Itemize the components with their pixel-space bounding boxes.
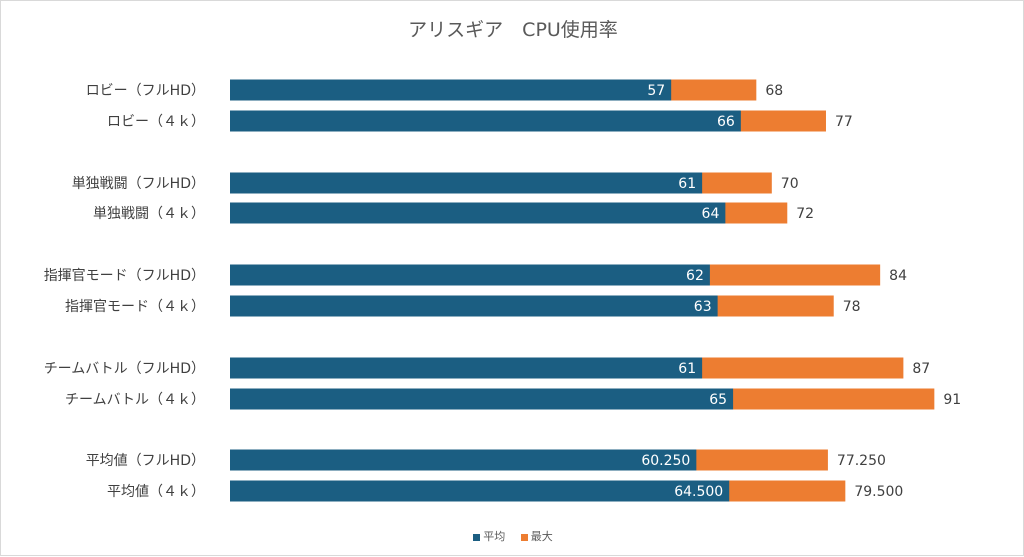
data-label-max: 78 — [843, 299, 861, 315]
data-label-average: 57 — [647, 83, 665, 99]
legend-label-average: 平均 — [483, 530, 506, 543]
legend-swatch-max — [520, 533, 528, 541]
bar-average — [230, 79, 672, 101]
category-label: 指揮官モード（４ｋ） — [65, 299, 205, 315]
data-label-max: 70 — [781, 176, 799, 192]
legend-label-max: 最大 — [530, 530, 553, 543]
category-label: 平均値（フルHD） — [86, 453, 205, 469]
data-label-average: 61 — [678, 176, 696, 192]
legend-item-average: 平均 — [473, 528, 505, 544]
data-label-max: 84 — [889, 268, 907, 284]
data-label-average: 65 — [709, 392, 727, 408]
category-label: チームバトル（４ｋ） — [65, 392, 205, 408]
data-label-max: 68 — [765, 83, 783, 99]
bar-average — [230, 110, 741, 132]
category-label: 単独戦闘（４ｋ） — [93, 206, 205, 222]
category-label: 指揮官モード（フルHD） — [44, 268, 205, 284]
data-label-max: 72 — [796, 206, 814, 222]
data-label-max: 77 — [835, 114, 853, 130]
legend: 平均 最大 — [1, 528, 1024, 544]
bar-average — [230, 357, 703, 379]
bar-average — [230, 388, 734, 410]
category-label: 単独戦闘（フルHD） — [72, 176, 205, 192]
data-label-average: 64 — [702, 206, 720, 222]
bar-average — [230, 449, 697, 471]
data-label-average: 66 — [717, 114, 735, 130]
data-label-average: 61 — [678, 361, 696, 377]
chart-title: アリスギア CPU使用率 — [408, 19, 618, 41]
legend-swatch-average — [473, 533, 481, 541]
category-label: ロビー（４ｋ） — [107, 114, 205, 130]
data-label-max: 77.250 — [837, 453, 886, 469]
data-label-max: 91 — [943, 392, 961, 408]
data-label-average: 64.500 — [674, 484, 723, 500]
bar-average — [230, 172, 703, 194]
bar-average — [230, 480, 730, 502]
bar-average — [230, 202, 726, 224]
category-label: 平均値（４ｋ） — [107, 484, 205, 500]
bar-average — [230, 264, 710, 286]
category-label: チームバトル（フルHD） — [44, 361, 205, 377]
data-label-max: 87 — [912, 361, 930, 377]
data-label-average: 63 — [694, 299, 712, 315]
category-label: ロビー（フルHD） — [86, 83, 205, 99]
legend-item-max: 最大 — [520, 528, 553, 544]
data-label-max: 79.500 — [854, 484, 903, 500]
data-label-average: 60.250 — [641, 453, 690, 469]
data-label-average: 62 — [686, 268, 704, 284]
bar-average — [230, 295, 718, 317]
